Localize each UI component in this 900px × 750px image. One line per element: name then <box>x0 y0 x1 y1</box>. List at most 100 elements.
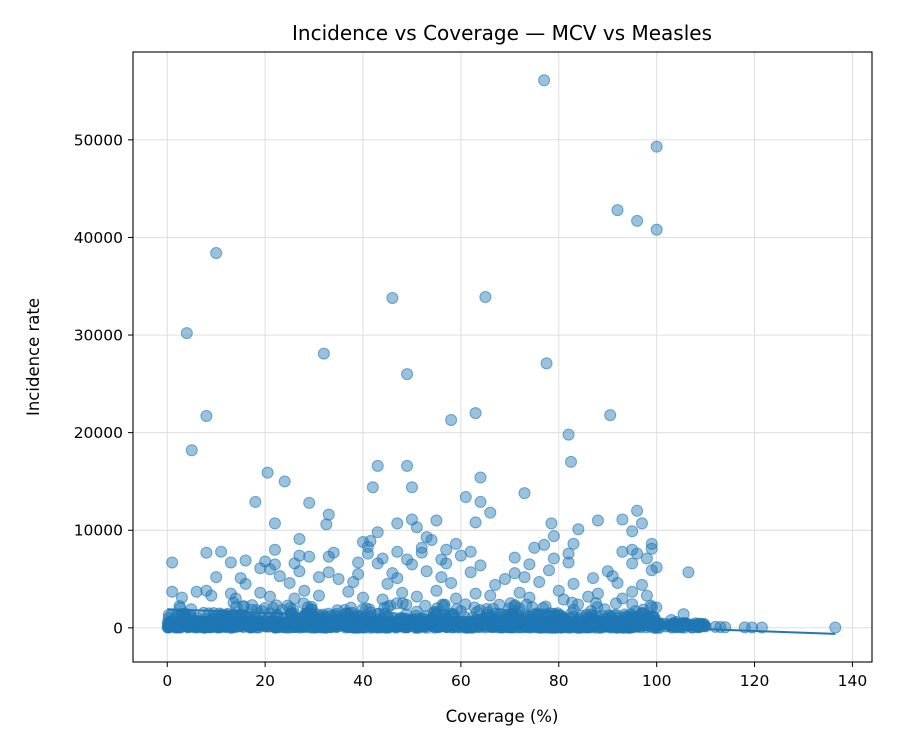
scatter-point <box>268 543 281 556</box>
scatter-point <box>264 590 277 603</box>
scatter-point <box>185 444 198 457</box>
scatter-point <box>719 621 732 634</box>
scatter-point <box>505 621 518 634</box>
scatter-point <box>270 609 283 622</box>
scatter-point <box>284 621 297 634</box>
scatter-point <box>637 603 650 616</box>
scatter-point <box>487 602 500 615</box>
x-axis-label: Coverage (%) <box>446 707 559 726</box>
scatter-point <box>410 590 423 603</box>
scatter-point <box>547 530 560 543</box>
scatter-point <box>312 571 325 584</box>
scatter-point <box>239 577 252 590</box>
scatter-point <box>270 599 283 612</box>
scatter-point <box>205 589 218 602</box>
scatter-point <box>419 599 432 612</box>
scatter-point <box>635 578 648 591</box>
scatter-point <box>562 428 575 441</box>
scatter-point <box>371 459 384 472</box>
scatter-point <box>484 506 497 519</box>
scatter-point <box>402 614 415 627</box>
scatter-point <box>391 545 404 558</box>
scatter-point <box>572 523 585 536</box>
scatter-point <box>381 617 394 630</box>
axis-ticks: 0 20 40 60 80 100 120 140 0 10000 20000 30000 40000 5… <box>74 131 868 690</box>
grid <box>133 52 872 662</box>
scatter-point <box>401 553 414 566</box>
scatter-point <box>644 599 657 612</box>
scatter-point <box>381 577 394 590</box>
scatter-point <box>212 617 225 630</box>
scatter-point <box>396 586 409 599</box>
scatter-point <box>620 611 633 624</box>
scatter-point <box>297 597 310 610</box>
x-tick-label: 80 <box>549 672 569 690</box>
scatter-point <box>430 584 443 597</box>
scatter-point <box>440 543 453 556</box>
scatter-point <box>626 598 639 611</box>
scatter-point <box>450 537 463 550</box>
scatter-point <box>562 556 575 569</box>
scatter-point <box>415 541 428 554</box>
scatter-point <box>640 589 653 602</box>
scatter-point <box>192 621 205 634</box>
scatter-point <box>278 475 291 488</box>
scatter-point <box>322 550 335 563</box>
scatter-point <box>322 566 335 579</box>
scatter-point <box>428 614 441 627</box>
x-tick-label: 20 <box>255 672 275 690</box>
scatter-point <box>513 586 526 599</box>
scatter-point <box>317 347 330 360</box>
y-axis-label: Incidence rate <box>24 298 43 416</box>
scatter-point <box>250 604 263 617</box>
scatter-point <box>430 514 443 527</box>
scatter-point <box>386 567 399 580</box>
scatter-point <box>361 540 374 553</box>
scatter-point <box>373 620 386 633</box>
scatter-point <box>401 459 414 472</box>
scatter-point <box>239 554 252 567</box>
scatter-point <box>474 471 487 484</box>
scatter-point <box>445 576 458 589</box>
scatter-point <box>383 619 396 632</box>
scatter-point <box>224 556 237 569</box>
scatter-point <box>645 564 658 577</box>
scatter-point <box>493 598 506 611</box>
scatter-point <box>312 589 325 602</box>
scatter-point <box>469 407 482 420</box>
scatter-point <box>197 606 210 619</box>
trend-line <box>167 608 836 635</box>
scatter-point <box>293 565 306 578</box>
x-tick-label: 40 <box>353 672 373 690</box>
scatter-point <box>360 602 373 615</box>
scatter-point <box>489 578 502 591</box>
y-tick-label: 50000 <box>74 131 123 149</box>
scatter-point <box>281 599 294 612</box>
scatter-point <box>293 533 306 546</box>
scatter-point <box>254 562 267 575</box>
scatter-point <box>631 547 644 560</box>
scatter-point <box>538 74 551 87</box>
scatter-point <box>432 621 445 634</box>
scatter-point <box>611 609 624 622</box>
scatter-point <box>405 481 418 494</box>
scatter-point <box>484 589 497 602</box>
scatter-point <box>203 619 216 632</box>
x-tick-label: 0 <box>162 672 172 690</box>
x-tick-label: 100 <box>642 672 672 690</box>
scatter-point <box>626 557 639 570</box>
scatter-point <box>258 618 271 631</box>
scatter-point <box>631 214 644 227</box>
scatter-point <box>357 591 370 604</box>
scatter-point <box>322 508 335 521</box>
scatter-point <box>565 612 578 625</box>
scatter-point <box>520 598 533 611</box>
scatter-point <box>401 368 414 381</box>
y-tick-label: 20000 <box>74 424 123 442</box>
scatter-point <box>469 587 482 600</box>
scatter-point <box>528 541 541 554</box>
scatter-point <box>249 495 262 508</box>
x-tick-label: 140 <box>838 672 868 690</box>
x-tick-label: 120 <box>740 672 770 690</box>
